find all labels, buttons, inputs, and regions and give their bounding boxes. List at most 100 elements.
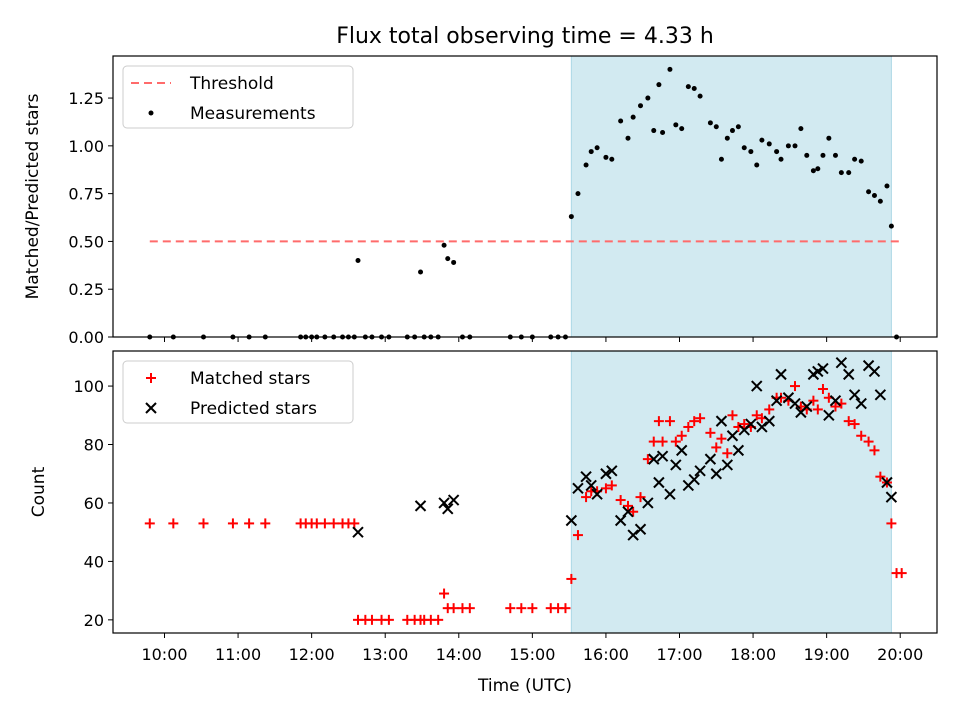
matched-star-point [689,416,700,427]
y-tick-label: 0.00 [68,328,104,347]
predicted-star-point [352,526,364,538]
predicted-star-point [843,368,855,381]
predicted-star-point [745,418,757,430]
matched-star-point [606,480,617,491]
x-tick-label: 14:00 [436,645,482,664]
predicted-star-point-stroke [756,421,768,433]
predicted-star-point-stroke [653,476,665,489]
measurement-point [774,149,780,155]
measurement-point [852,156,858,162]
matched-star-point [560,603,571,614]
x-tick-label: 19:00 [804,645,850,664]
measurement-point [735,124,741,130]
measurement-point [441,242,447,248]
measurement-point [832,152,838,158]
measurement-point [838,170,844,176]
predicted-star-point-stroke [823,409,835,421]
predicted-star-point [642,497,654,509]
matched-star-point [600,483,611,494]
predicted-star-point [829,394,842,407]
predicted-star-point-stroke [770,394,783,407]
predicted-star-point-stroke [817,362,829,375]
x-tick-label: 12:00 [289,645,335,664]
matched-star-point [739,419,750,430]
predicted-star-point-stroke [843,368,855,381]
measurement-point [651,128,657,134]
measurement-point [660,129,666,135]
matched-star-point [505,603,516,614]
predicted-star-point [732,444,745,457]
y-tick-label: 1.25 [68,89,104,108]
measurement-point [645,95,651,101]
x-tick-label: 17:00 [656,645,702,664]
measurement-point [638,103,644,109]
matched-star-point [581,492,592,503]
y-tick-label: 60 [84,494,104,513]
x-tick-label: 18:00 [730,645,776,664]
predicted-star-point [664,488,676,500]
legend-plus-swatch [146,373,156,383]
matched-star-point [628,506,639,517]
measurement-point [713,124,719,130]
measurement-point [858,158,864,164]
measurement-point [826,135,832,141]
observing-window-shading [570,56,892,337]
matched-star-point [711,442,722,453]
predicted-star-point-stroke [881,476,893,489]
measurement-point [588,149,594,155]
count-panel-ylabel: Count [29,466,49,517]
measurement-point [667,66,673,72]
y-tick-label: 100 [73,377,104,396]
ratio-panel-ticks: 0.00 0.25 0.50 0.75 1.00 1.25 [68,89,901,347]
predicted-star-point-stroke [688,473,700,486]
predicted-star-point [835,356,848,369]
measurement-point [583,162,589,168]
predicted-star-point-stroke [352,526,364,538]
measurement-point [798,126,804,132]
predicted-star-point-stroke [763,415,775,427]
predicted-star-point-stroke [715,415,728,427]
predicted-star-point [442,503,454,515]
predicted-star-point [885,491,898,503]
predicted-star-point [704,453,717,465]
predicted-star-point-stroke [606,465,618,477]
matched-star-point [817,383,828,394]
predicted-star-point-stroke [835,356,848,369]
y-tick-label: 40 [84,552,104,571]
predicted-star-point [855,397,867,410]
measurement-point [748,149,754,155]
matched-star-point [886,518,897,529]
predicted-star-point-stroke [829,394,842,407]
predicted-star-point [817,362,829,375]
measurement-point [759,137,765,143]
ratio-panel: 0.00 0.25 0.50 0.75 1.00 1.25 Matched/Predict… [23,55,938,347]
ratio-panel-marks [147,66,901,340]
predicted-star-point-stroke [694,465,706,477]
matched-star-point [830,401,841,412]
predicted-star-point [600,468,612,480]
matched-star-point [722,448,733,459]
measurement-point [679,126,685,132]
measurement-point [778,156,784,162]
predicted-star-point [721,459,734,471]
predicted-star-point [627,529,639,541]
measurement-point [866,189,872,195]
predicted-star-point-stroke [885,491,898,503]
predicted-star-point [653,476,665,489]
predicted-star-point-stroke [721,459,734,471]
matched-star-point [572,530,583,541]
x-tick-label: 16:00 [583,645,629,664]
matched-star-point [383,614,394,625]
measurement-point [785,143,791,149]
predicted-star-point-stroke [580,470,592,483]
predicted-star-point [414,500,427,512]
predicted-star-point-stroke [585,479,597,492]
predicted-star-point-stroke [751,380,763,392]
x-tick-label: 13:00 [362,645,408,664]
predicted-star-point-stroke [442,503,454,515]
measurement-point [871,193,877,199]
matched-star-point [676,430,687,441]
matched-star-point [566,573,577,584]
legend-box [122,360,354,424]
